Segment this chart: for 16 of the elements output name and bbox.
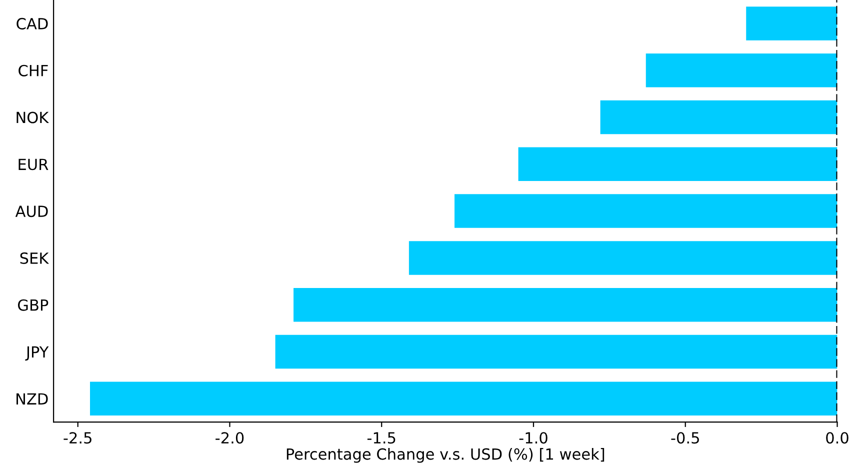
y-tick-label: SEK — [20, 252, 50, 264]
y-tick-label: EUR — [18, 158, 48, 170]
x-tick-label: 0.0 — [826, 432, 848, 444]
y-tick-label: CAD — [16, 18, 48, 30]
y-tick-label: NOK — [16, 112, 50, 124]
y-tick-label: GBP — [18, 299, 48, 311]
x-tick-label: -0.5 — [671, 432, 699, 444]
y-tick-label: AUD — [15, 206, 48, 218]
x-tick-label: -1.5 — [367, 432, 396, 444]
x-tick-label: -2.5 — [64, 432, 92, 444]
x-tick-label: -2.0 — [216, 432, 244, 444]
x-axis-title: Percentage Change v.s. USD (%) [1 week] — [286, 448, 604, 463]
y-tick-label: CHF — [18, 64, 48, 76]
y-tick-label: JPY — [25, 346, 49, 361]
x-tick-label: -1.0 — [519, 432, 548, 444]
y-tick-label: NZD — [16, 393, 48, 404]
